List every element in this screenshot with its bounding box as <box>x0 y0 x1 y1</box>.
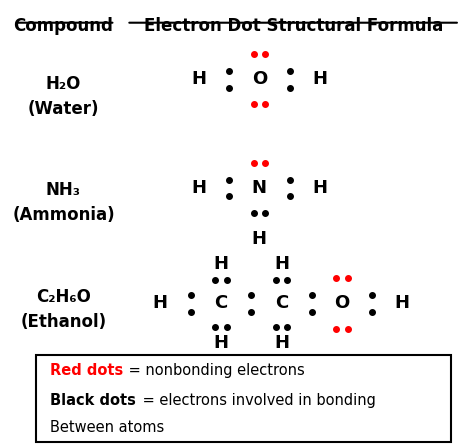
Text: H: H <box>274 333 289 351</box>
Text: H: H <box>274 255 289 274</box>
Text: = nonbonding electrons: = nonbonding electrons <box>124 363 305 379</box>
Text: N: N <box>252 179 267 197</box>
Text: O: O <box>252 70 267 88</box>
Text: = electrons involved in bonding: = electrons involved in bonding <box>138 393 376 408</box>
Text: Compound: Compound <box>14 17 113 35</box>
Text: H: H <box>394 295 410 312</box>
Text: NH₃
(Ammonia): NH₃ (Ammonia) <box>12 181 115 224</box>
Text: O: O <box>334 295 349 312</box>
Text: Red dots: Red dots <box>50 363 123 379</box>
Text: H: H <box>214 255 228 274</box>
Text: H: H <box>252 230 267 248</box>
Text: H: H <box>153 295 168 312</box>
Text: H: H <box>313 70 328 88</box>
Text: Between atoms: Between atoms <box>50 420 164 435</box>
Text: C: C <box>214 295 228 312</box>
Text: H: H <box>191 70 206 88</box>
Text: Electron Dot Structural Formula: Electron Dot Structural Formula <box>144 17 443 35</box>
Text: H: H <box>313 179 328 197</box>
Text: Black dots: Black dots <box>50 393 136 408</box>
Text: H₂O
(Water): H₂O (Water) <box>28 75 99 118</box>
FancyBboxPatch shape <box>36 354 451 442</box>
Text: C: C <box>275 295 288 312</box>
Text: H: H <box>214 333 228 351</box>
Text: C₂H₆O
(Ethanol): C₂H₆O (Ethanol) <box>20 288 107 331</box>
Text: H: H <box>191 179 206 197</box>
